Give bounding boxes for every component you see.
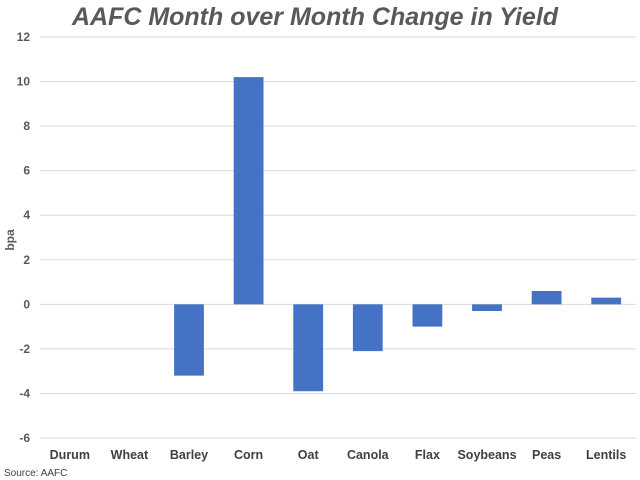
y-axis-ticks: -6 -4 -2 0 2 4 6 8 10 12 <box>17 30 31 445</box>
y-axis-label: bpa <box>3 229 17 251</box>
y-tick-label: 10 <box>17 75 31 89</box>
y-tick-label: 12 <box>17 30 31 44</box>
x-category-label: Oat <box>298 448 320 462</box>
bar-canola <box>352 304 383 352</box>
bar-peas <box>531 290 562 305</box>
x-category-label: Canola <box>347 448 390 462</box>
x-category-label: Flax <box>415 448 440 462</box>
y-tick-label: -2 <box>19 342 30 356</box>
x-category-label: Lentils <box>586 448 626 462</box>
x-category-label: Wheat <box>111 448 149 462</box>
bar-corn <box>233 77 264 305</box>
y-tick-label: 4 <box>23 208 30 222</box>
bar-barley <box>174 304 204 376</box>
bar-lentils <box>591 297 622 305</box>
x-category-label: Durum <box>50 448 90 462</box>
bars <box>174 77 622 392</box>
y-tick-label: 0 <box>23 297 30 311</box>
bar-soybeans <box>472 304 502 312</box>
x-category-label: Corn <box>234 448 263 462</box>
y-tick-label: 2 <box>23 253 30 267</box>
y-tick-label: -4 <box>19 386 30 400</box>
bar-flax <box>412 304 443 327</box>
y-tick-label: -6 <box>19 431 30 445</box>
gridlines <box>40 36 636 439</box>
source-note: Source: AAFC <box>4 468 67 479</box>
chart-title: AAFC Month over Month Change in Yield <box>71 3 559 31</box>
x-axis-categories: Durum Wheat Barley Corn Oat Canola Flax Soybean… <box>50 448 627 462</box>
x-category-label: Soybeans <box>457 448 516 462</box>
bar-oat <box>293 304 324 392</box>
x-category-label: Peas <box>532 448 561 462</box>
x-category-label: Barley <box>170 448 208 462</box>
y-tick-label: 8 <box>23 119 30 133</box>
y-tick-label: 6 <box>23 164 30 178</box>
